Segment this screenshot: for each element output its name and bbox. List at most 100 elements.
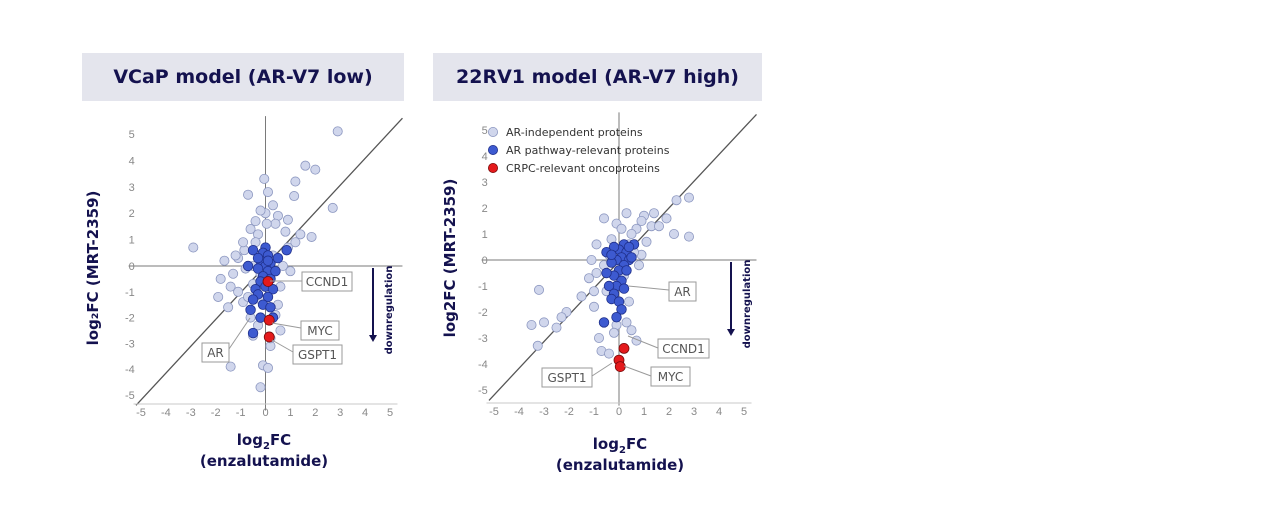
x-tick-label: 5	[741, 406, 747, 418]
annotation-label-myc: MYC	[307, 324, 332, 338]
independent-protein-point	[267, 200, 278, 211]
independent-protein-point	[289, 191, 300, 202]
x-tick-label: 0	[262, 407, 268, 419]
pathway-protein-point	[621, 265, 632, 276]
annotation-box	[650, 366, 691, 387]
annotation-leader-line	[627, 335, 659, 349]
independent-protein-point	[290, 237, 301, 248]
independent-protein-point	[684, 192, 695, 203]
y-tick-label: -1	[478, 281, 488, 293]
independent-protein-point	[609, 327, 620, 338]
x-tick-label: -5	[489, 406, 499, 418]
independent-protein-point	[671, 195, 682, 206]
y-tick-label: -3	[125, 338, 135, 350]
y-axis-title: log₂FC (MRT-2359)	[84, 191, 102, 346]
right-chart-title: 22RV1 model (AR-V7 high)	[456, 66, 739, 88]
independent-protein-point	[669, 228, 680, 239]
x-axis-title-line2: (enzalutamide)	[556, 456, 684, 474]
independent-protein-point	[576, 291, 587, 302]
independent-protein-point	[649, 208, 660, 219]
x-tick-label: -3	[186, 407, 196, 419]
x-tick-label: 4	[362, 407, 368, 419]
oncoprotein-point	[263, 331, 275, 343]
independent-protein-point	[332, 126, 343, 137]
x-tick-label: -2	[564, 406, 574, 418]
left-chart-title: VCaP model (AR-V7 low)	[113, 66, 373, 88]
pathway-protein-point	[603, 280, 615, 292]
independent-protein-point	[626, 228, 637, 239]
independent-protein-point	[255, 382, 266, 393]
independent-protein-point	[295, 229, 306, 240]
chart-vcap: -5 -4 -3 -2 -1 0 1 2 3 4 5 5 4 3 2 1 0 -1 -2 -3 -4 -5 log2FC(e…	[84, 116, 403, 470]
independent-protein-point	[641, 236, 652, 247]
pathway-protein-point	[262, 291, 274, 303]
independent-protein-point	[599, 213, 610, 224]
y-tick-label: -4	[125, 364, 135, 376]
x-tick-label: -4	[514, 406, 524, 418]
independent-protein-point	[213, 291, 224, 302]
x-tick-label: 2	[312, 407, 318, 419]
pathway-protein-point	[252, 263, 264, 274]
independent-protein-point	[556, 312, 567, 323]
downregulation-label: downregulation	[742, 260, 753, 349]
x-tick-label: 1	[287, 407, 293, 419]
independent-protein-point	[188, 242, 199, 253]
x-axis-title: log2FC	[237, 431, 291, 452]
independent-protein-point	[290, 176, 301, 187]
legend-marker	[487, 162, 498, 173]
y-tick-label: 2	[129, 208, 135, 220]
annotation-leader-line	[271, 322, 302, 329]
annotation-leader-line	[591, 362, 613, 377]
annotation-label-gspt1: GSPT1	[547, 371, 586, 385]
y-tick-label: 5	[482, 125, 488, 137]
annotation-leader-line	[271, 339, 294, 353]
annotation-label-gspt1: GSPT1	[298, 348, 337, 362]
annotation-leader-line	[228, 317, 251, 350]
independent-protein-point	[233, 286, 244, 297]
independent-protein-point	[594, 332, 605, 343]
independent-protein-point	[282, 214, 293, 225]
independent-protein-point	[539, 317, 550, 328]
independent-protein-point	[624, 296, 635, 307]
x-tick-label: -3	[539, 406, 549, 418]
independent-protein-point	[259, 173, 270, 184]
pathway-protein-point	[626, 252, 637, 263]
x-tick-label: 1	[641, 406, 647, 418]
y-tick-label: -1	[125, 287, 135, 299]
annotation-box	[300, 320, 340, 341]
left-chart-header: VCaP model (AR-V7 low)	[82, 53, 404, 101]
oncoprotein-point	[263, 314, 275, 326]
downregulation-arrow-head	[727, 329, 735, 336]
x-tick-label: 2	[666, 406, 672, 418]
annotation-label-ccnd1: CCND1	[306, 275, 349, 289]
pathway-protein-point	[616, 304, 627, 315]
pathway-protein-point	[242, 260, 254, 272]
x-tick-label: -2	[211, 407, 221, 419]
independent-protein-point	[586, 254, 597, 265]
independent-protein-point	[230, 250, 241, 261]
x-tick-label: -1	[236, 407, 246, 419]
legend-label: CRPC-relevant oncoproteins	[506, 162, 660, 175]
x-tick-label: -1	[589, 406, 599, 418]
independent-protein-point	[255, 205, 266, 216]
y-tick-label: 1	[482, 229, 488, 241]
independent-protein-point	[262, 187, 273, 198]
independent-protein-point	[300, 160, 311, 171]
independent-protein-point	[243, 189, 254, 200]
series-oncoprotein	[262, 276, 275, 343]
independent-protein-point	[636, 215, 647, 226]
independent-protein-point	[327, 202, 338, 213]
pathway-protein-point	[245, 304, 256, 316]
independent-protein-point	[261, 218, 272, 229]
independent-protein-point	[238, 237, 249, 248]
independent-protein-point	[228, 268, 239, 279]
independent-protein-point	[262, 362, 273, 373]
pathway-protein-point	[247, 327, 259, 339]
independent-protein-point	[634, 260, 645, 271]
oncoprotein-point	[614, 361, 626, 373]
independent-protein-point	[285, 266, 296, 277]
legend-marker	[487, 127, 498, 138]
pathway-protein-point	[265, 302, 276, 313]
independent-protein-point	[277, 260, 288, 271]
annotation-box	[292, 344, 343, 365]
